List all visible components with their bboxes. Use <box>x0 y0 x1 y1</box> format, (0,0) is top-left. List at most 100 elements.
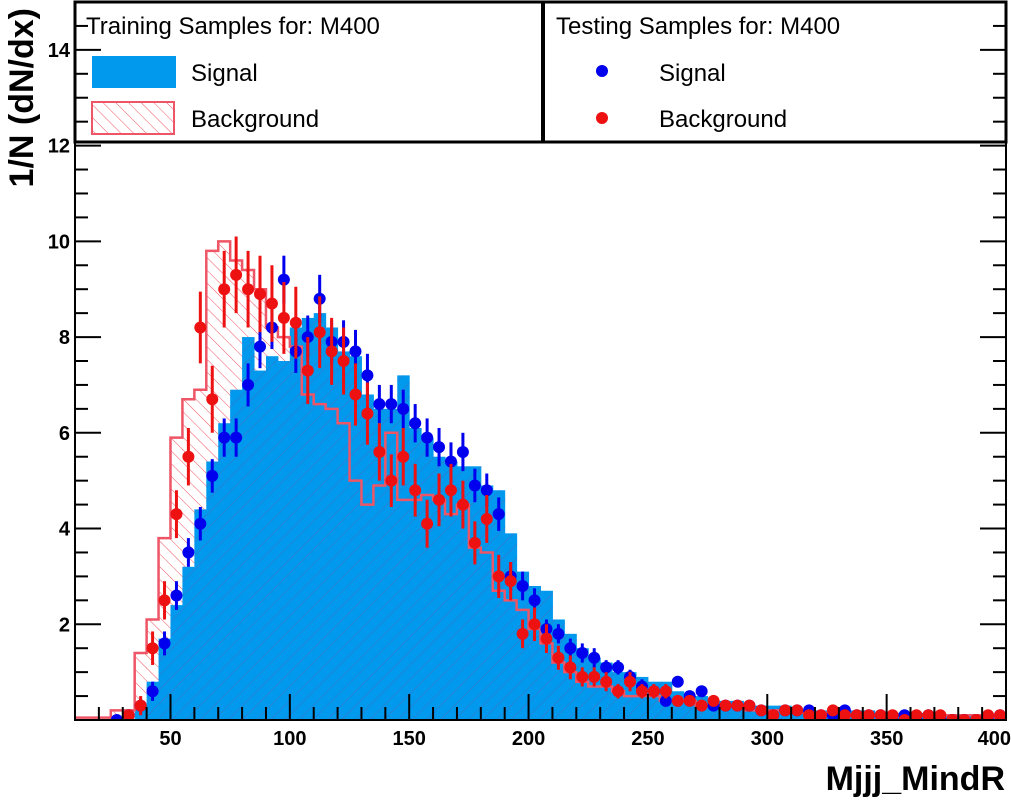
background-point <box>838 709 851 720</box>
signal-bar-hatch <box>158 638 171 720</box>
background-point <box>910 709 923 720</box>
signal-bar-hatch <box>289 327 303 720</box>
signal-point <box>528 594 541 607</box>
signal-bar-hatch <box>337 351 351 720</box>
signal-point <box>480 484 493 497</box>
signal-bar-hatch <box>433 456 446 720</box>
y-axis-ticks: 2 4 6 8 10 12 14 <box>48 24 1006 698</box>
background-point <box>934 709 947 720</box>
y-tick-label: 12 <box>48 136 70 158</box>
background-point <box>707 694 720 707</box>
signal-point <box>600 661 613 674</box>
signal-point <box>397 402 410 415</box>
signal-point <box>588 651 601 664</box>
background-point <box>504 575 517 588</box>
signal-bar-hatch <box>421 437 434 720</box>
signal-point <box>612 661 625 674</box>
signal-bar-hatch <box>385 408 398 720</box>
background-point <box>242 283 255 296</box>
legend-testing-background-label: Background <box>659 106 787 133</box>
signal-bar-hatch <box>182 566 195 720</box>
signal-point <box>433 441 446 454</box>
signal-bar-hatch <box>218 423 231 720</box>
signal-bar-hatch <box>468 466 482 720</box>
x-tick-label: 250 <box>631 728 664 750</box>
background-point <box>409 484 422 497</box>
background-point <box>791 704 804 717</box>
legend-signal-label: Signal <box>191 60 258 87</box>
signal-point <box>194 517 207 530</box>
background-point <box>182 450 195 463</box>
x-axis-label: Mjjj_MindR <box>826 760 1005 798</box>
background-point <box>194 321 207 334</box>
signal-point <box>218 431 231 444</box>
background-point <box>946 714 959 720</box>
y-axis-label: 1/N (dN/dx) <box>3 8 41 187</box>
background-point <box>444 484 457 497</box>
background-point <box>289 316 302 329</box>
signal-bar-hatch <box>170 605 183 720</box>
background-point <box>277 311 290 324</box>
background-point <box>265 297 278 310</box>
legend-testing-title: Testing Samples for: M400 <box>556 13 840 40</box>
signal-point <box>385 398 398 411</box>
background-point <box>373 445 386 458</box>
background-point <box>659 685 672 698</box>
signal-bar-hatch <box>456 466 470 720</box>
testing-signal-points <box>110 255 1006 720</box>
signal-point <box>110 714 123 720</box>
background-point <box>862 709 875 720</box>
signal-point <box>564 642 577 655</box>
background-point <box>767 709 780 720</box>
background-point <box>254 287 267 300</box>
signal-bar-hatch <box>361 394 374 720</box>
background-point <box>803 709 816 720</box>
background-point <box>206 393 219 406</box>
legend-testing-signal-marker <box>596 65 608 77</box>
background-point <box>898 714 911 720</box>
signal-bar-hatch <box>194 509 207 720</box>
legend-background-swatch <box>91 101 175 135</box>
signal-bar-hatch <box>540 590 553 720</box>
signal-point <box>409 417 422 430</box>
background-point <box>850 709 863 720</box>
y-tick-label: 6 <box>59 423 70 445</box>
background-point <box>719 699 732 712</box>
signal-bar-hatch <box>277 361 291 720</box>
signal-point <box>468 479 481 492</box>
background-point <box>779 704 792 717</box>
x-tick-label: 200 <box>512 728 545 750</box>
background-point <box>922 709 935 720</box>
signal-bar-hatch <box>301 317 315 720</box>
background-point <box>468 536 481 549</box>
signal-point <box>182 546 195 559</box>
y-tick-label: 2 <box>59 614 70 636</box>
signal-point <box>254 340 267 353</box>
signal-point <box>576 646 589 659</box>
background-point <box>480 512 493 525</box>
signal-bar-hatch <box>325 327 339 720</box>
signal-point <box>230 431 243 444</box>
background-point <box>671 694 684 707</box>
background-point <box>349 388 362 401</box>
background-point <box>970 714 983 720</box>
signal-bar-hatch <box>265 356 279 720</box>
x-tick-label: 50 <box>159 728 181 750</box>
signal-bar-hatch <box>242 337 255 720</box>
background-point <box>146 642 159 655</box>
signal-point <box>349 345 362 358</box>
background-point <box>552 651 565 664</box>
background-point <box>218 283 231 296</box>
signal-point <box>421 431 434 444</box>
background-point <box>886 709 899 720</box>
background-point <box>385 474 398 487</box>
signal-bar-hatch <box>230 389 243 720</box>
signal-point <box>456 445 469 458</box>
y-tick-label: 4 <box>59 519 71 541</box>
y-tick-label: 14 <box>48 40 71 62</box>
signal-point <box>516 579 529 592</box>
signal-bar-hatch <box>206 461 219 720</box>
signal-point <box>373 398 386 411</box>
background-point <box>814 709 827 720</box>
